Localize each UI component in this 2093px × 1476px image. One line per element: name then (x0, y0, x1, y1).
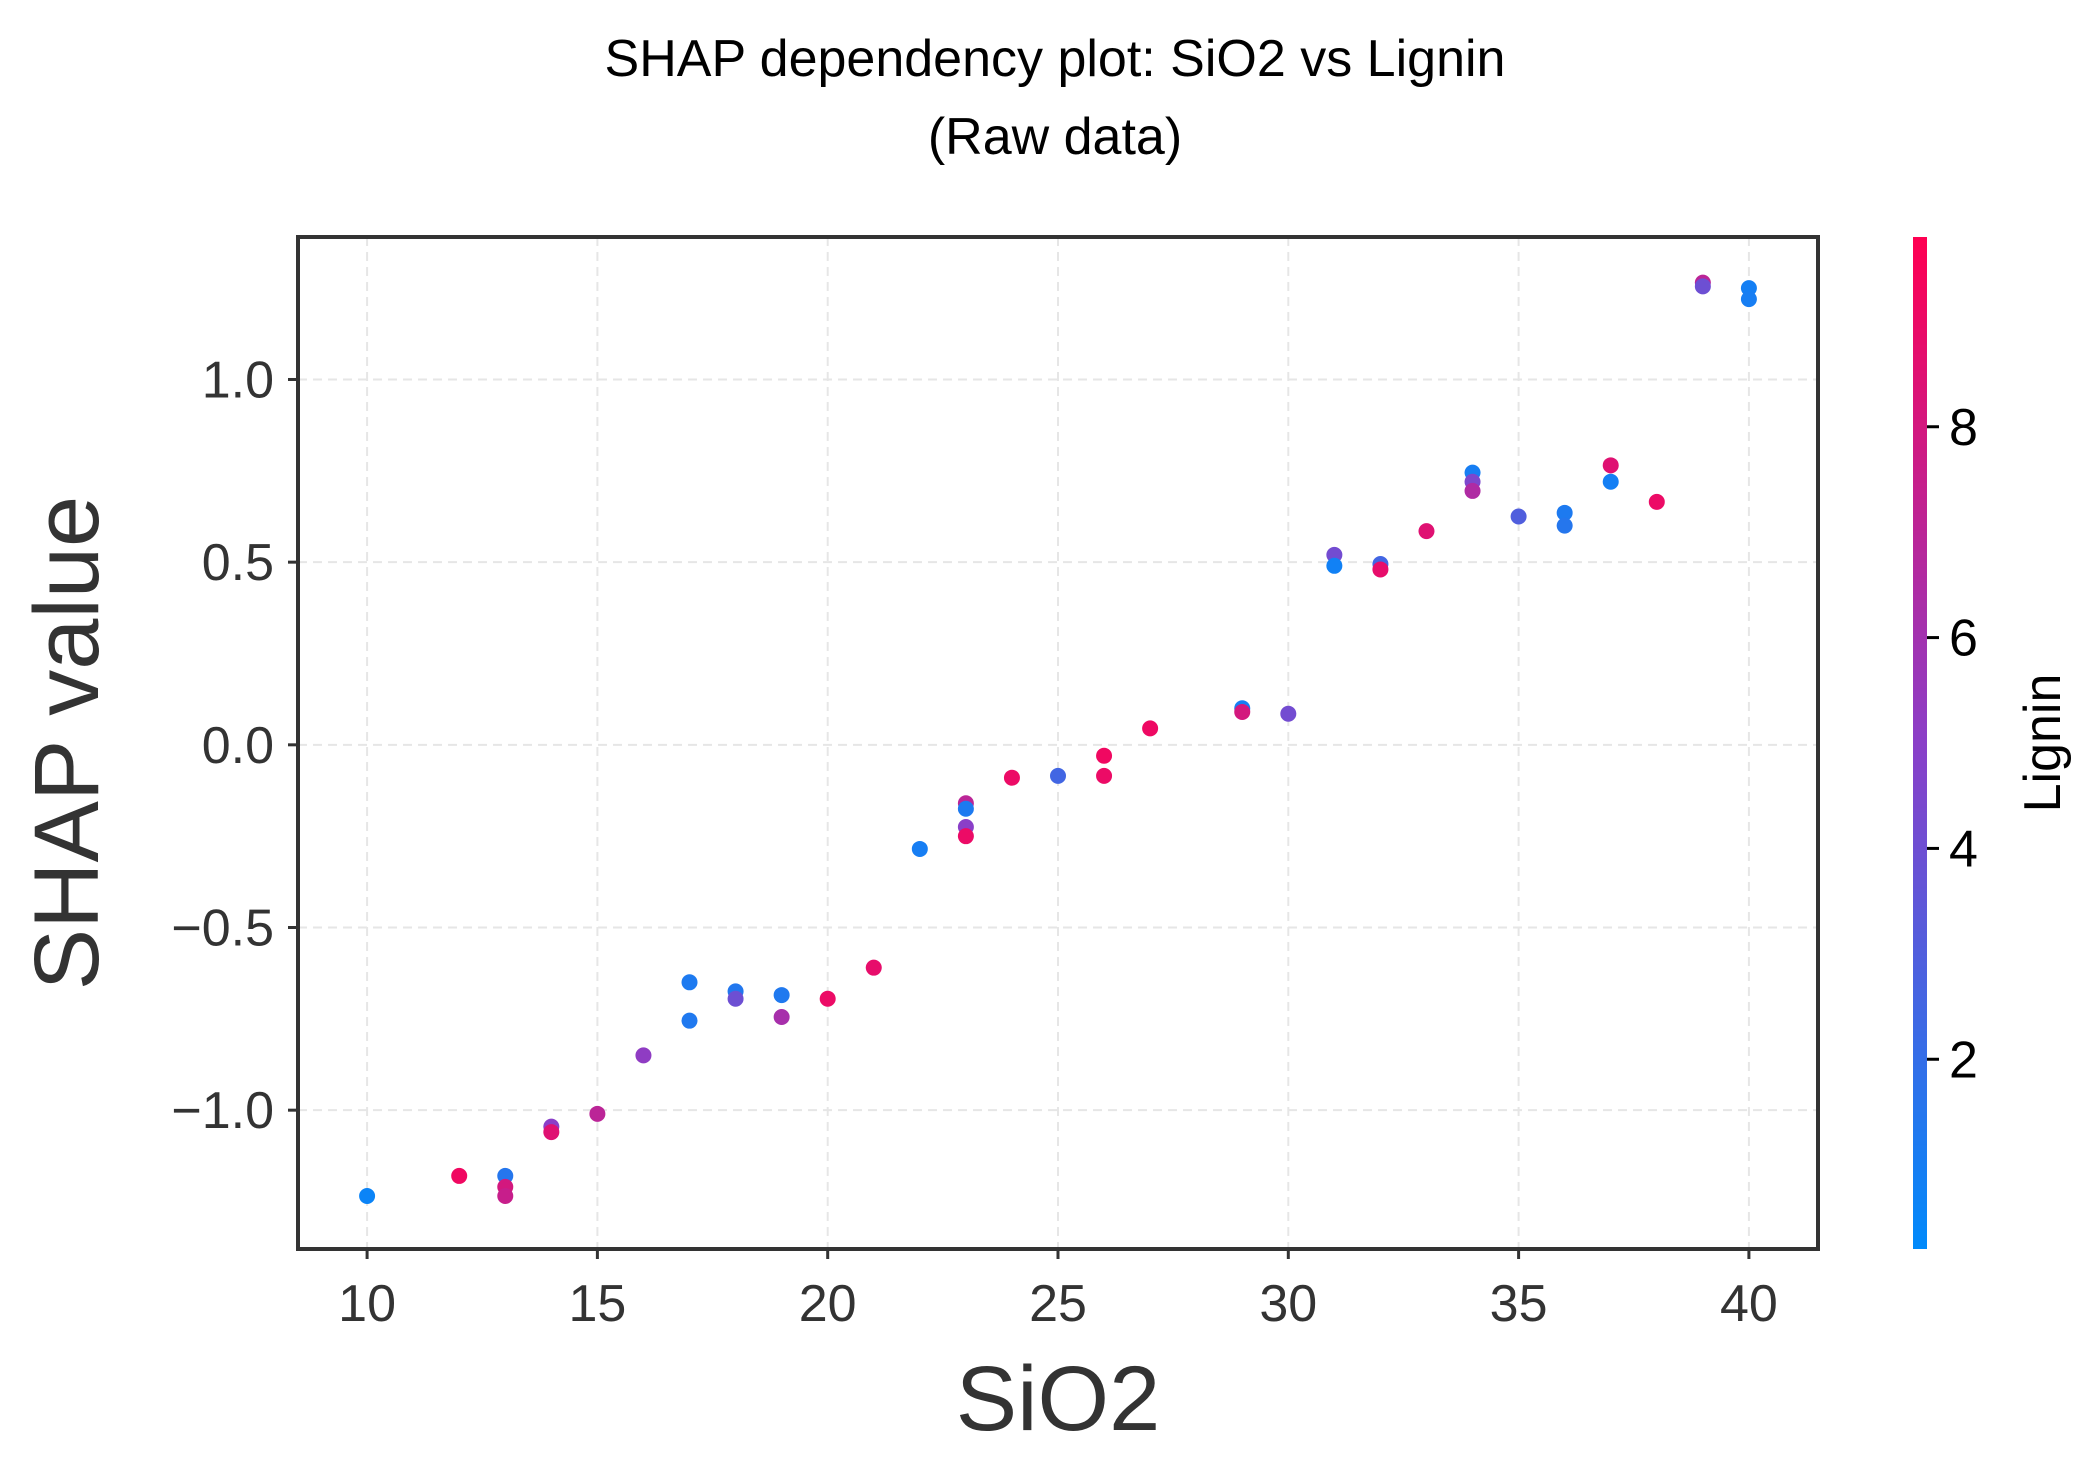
data-point (773, 1009, 790, 1026)
x-tick-label: 10 (338, 1275, 396, 1333)
grid (298, 237, 1818, 1249)
data-points (359, 274, 1757, 1205)
data-point (865, 959, 882, 976)
data-point (1142, 720, 1159, 737)
y-axis-label: SHAP value (16, 496, 118, 990)
colorbar-tick-label: 2 (1949, 1031, 1978, 1089)
colorbar (1913, 237, 1927, 1249)
y-tick-label: 0.0 (202, 717, 274, 775)
data-point (1326, 546, 1343, 563)
data-point (1464, 482, 1481, 499)
data-point (1556, 504, 1573, 521)
data-point (1740, 291, 1757, 308)
data-point (451, 1167, 468, 1184)
x-tick-label: 40 (1720, 1275, 1778, 1333)
x-axis-label: SiO2 (956, 1348, 1161, 1450)
colorbar-ticks: 2 4 6 8 (1927, 399, 1978, 1089)
data-point (773, 987, 790, 1004)
data-point (1648, 493, 1665, 510)
data-point (1372, 561, 1389, 578)
data-point (359, 1188, 376, 1205)
y-axis-ticks: −1.0 −0.5 0.0 0.5 1.0 (171, 351, 298, 1140)
data-point (1003, 769, 1020, 786)
data-point (1050, 767, 1066, 784)
data-point (543, 1124, 560, 1141)
data-point (957, 828, 974, 845)
data-point (1694, 278, 1711, 295)
data-point (1602, 473, 1619, 490)
y-tick-label: 0.5 (202, 534, 274, 592)
data-point (681, 1012, 698, 1029)
x-tick-label: 20 (799, 1275, 857, 1333)
data-point (497, 1167, 514, 1184)
colorbar-tick-label: 4 (1949, 820, 1978, 878)
y-tick-label: −1.0 (171, 1082, 274, 1140)
data-point (727, 990, 744, 1007)
chart-title: SHAP dependency plot: SiO2 vs Lignin (605, 30, 1506, 88)
data-point (1740, 280, 1757, 297)
data-point (1326, 557, 1343, 574)
x-tick-label: 30 (1259, 1275, 1317, 1333)
y-tick-label: 1.0 (202, 351, 274, 409)
chart-subtitle: (Raw data) (928, 108, 1182, 166)
x-axis-ticks: 10 15 20 25 30 35 40 (338, 1249, 1778, 1333)
colorbar-label: Lignin (2014, 674, 2072, 813)
data-point (1096, 747, 1113, 764)
data-point (589, 1105, 606, 1122)
data-point (1096, 767, 1113, 784)
colorbar-tick-label: 6 (1949, 610, 1978, 668)
x-tick-label: 35 (1490, 1275, 1548, 1333)
data-point (1602, 457, 1619, 474)
data-point (635, 1047, 652, 1064)
data-point (911, 840, 928, 857)
data-point (681, 974, 698, 991)
x-tick-label: 25 (1029, 1275, 1087, 1333)
data-point (1556, 517, 1573, 534)
data-point (1510, 508, 1527, 525)
data-point (819, 990, 836, 1007)
data-point (1280, 705, 1297, 722)
data-point (1418, 523, 1435, 540)
data-point (957, 800, 974, 817)
colorbar-tick-label: 8 (1949, 399, 1978, 457)
x-tick-label: 15 (568, 1275, 626, 1333)
data-point (497, 1188, 514, 1205)
y-tick-label: −0.5 (171, 899, 274, 957)
data-point (1234, 703, 1251, 720)
